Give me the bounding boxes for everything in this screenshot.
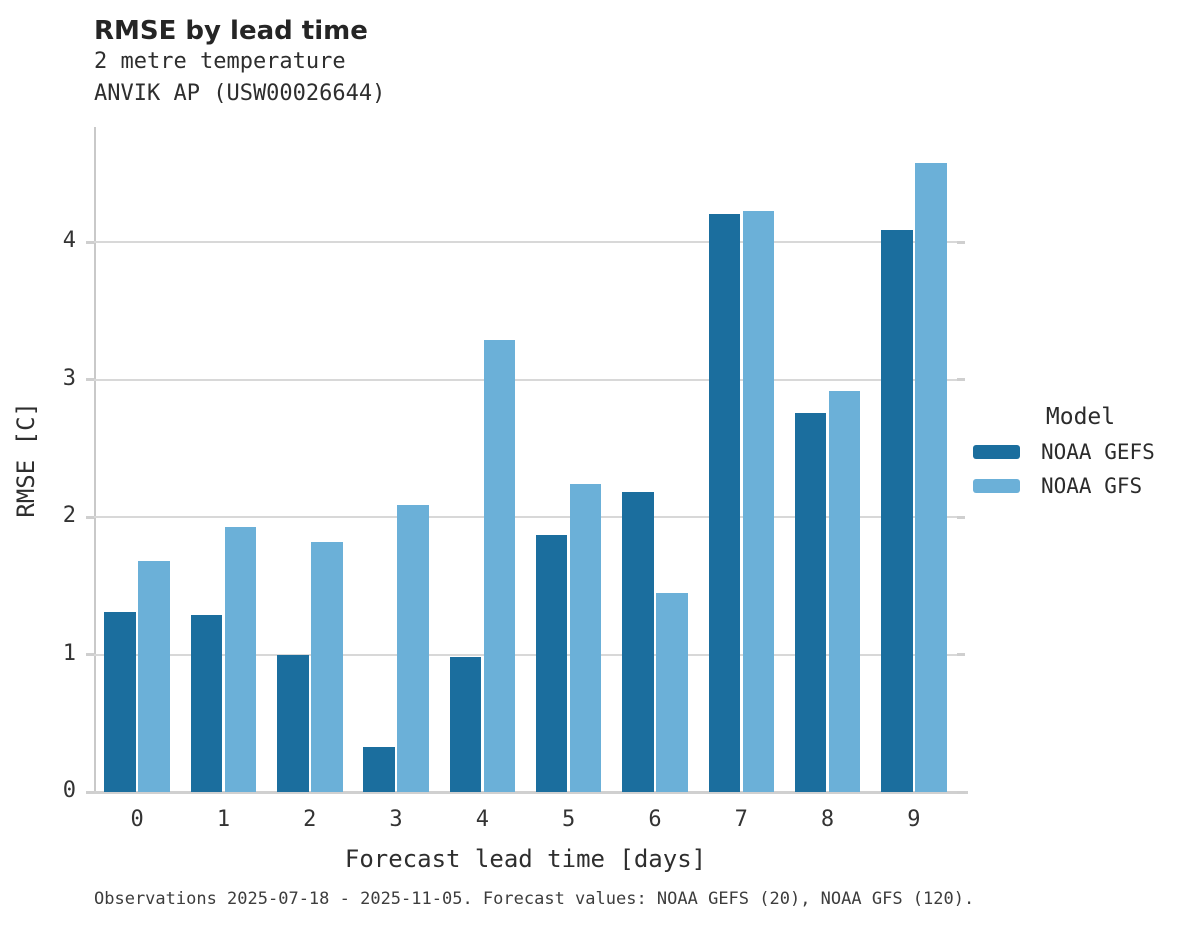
x-tick-label-5: 5 xyxy=(562,807,576,832)
y-tick-right-0 xyxy=(957,790,965,794)
bar-noaa-gefs-lead-7 xyxy=(708,213,740,792)
x-axis-line xyxy=(88,791,968,794)
bar-noaa-gfs-lead-9 xyxy=(915,162,947,792)
x-axis-title: Forecast lead time [days] xyxy=(344,845,707,873)
bar-noaa-gefs-lead-9 xyxy=(881,230,913,792)
gridline-y-1 xyxy=(94,653,957,656)
y-tick-left-0 xyxy=(86,790,94,794)
gridline-y-3 xyxy=(94,378,957,381)
y-tick-label-2: 2 xyxy=(62,503,76,529)
chart-subtitle-variable: 2 metre temperature xyxy=(94,49,346,74)
bar-noaa-gefs-lead-5 xyxy=(535,535,568,792)
plot-area: RMSE [C] Forecast lead time [days] 0 1 2 3 4… xyxy=(12,127,968,873)
y-axis-title: RMSE [C] xyxy=(12,401,40,518)
bar-noaa-gfs-lead-6 xyxy=(656,592,688,792)
bar-noaa-gefs-lead-2 xyxy=(277,654,309,792)
x-tick-label-8: 8 xyxy=(820,807,835,832)
gridline-y-2 xyxy=(94,516,957,519)
y-tick-left-3 xyxy=(86,378,94,382)
bar-noaa-gefs-lead-0 xyxy=(104,612,136,792)
bar-noaa-gfs-lead-7 xyxy=(742,210,774,792)
y-tick-label-0: 0 xyxy=(62,778,76,803)
x-tick-label-2: 2 xyxy=(303,807,317,832)
x-tick-label-4: 4 xyxy=(475,807,489,832)
legend: Model NOAA GEFS NOAA GFS xyxy=(973,404,1188,508)
bar-noaa-gfs-lead-0 xyxy=(138,561,170,792)
bar-noaa-gefs-lead-1 xyxy=(190,614,223,792)
x-tick-label-0: 0 xyxy=(130,807,144,832)
y-tick-right-2 xyxy=(957,515,965,519)
x-tick-label-3: 3 xyxy=(389,807,403,832)
chart-subtitle-station: ANVIK AP (USW00026644) xyxy=(94,81,386,106)
y-tick-label-3: 3 xyxy=(62,365,76,391)
legend-swatch-noaa-gefs xyxy=(973,445,1020,459)
caption-text: Observations 2025-07-18 - 2025-11-05. Fo… xyxy=(94,889,975,909)
legend-label-noaa-gefs: NOAA GEFS xyxy=(1041,440,1155,464)
y-tick-left-4 xyxy=(86,240,94,244)
chart-title: RMSE by lead time xyxy=(94,16,368,46)
legend-item-noaa-gefs: NOAA GEFS xyxy=(973,440,1188,464)
y-tick-left-2 xyxy=(86,515,94,519)
y-axis-title-wrap: RMSE [C] xyxy=(8,127,44,792)
bar-noaa-gefs-lead-8 xyxy=(794,412,827,792)
bar-noaa-gfs-lead-4 xyxy=(483,339,516,792)
bar-noaa-gefs-lead-6 xyxy=(622,492,654,792)
legend-swatch-noaa-gfs xyxy=(973,479,1020,493)
y-axis-line xyxy=(94,127,96,792)
y-tick-left-1 xyxy=(86,653,94,657)
bar-noaa-gefs-lead-3 xyxy=(363,746,395,792)
bar-noaa-gefs-lead-4 xyxy=(449,657,482,792)
y-tick-label-1: 1 xyxy=(62,640,76,666)
gridline-y-4 xyxy=(94,241,957,244)
x-tick-label-6: 6 xyxy=(648,807,662,832)
bar-noaa-gfs-lead-2 xyxy=(311,541,343,792)
bar-noaa-gfs-lead-5 xyxy=(569,484,602,792)
y-tick-right-4 xyxy=(957,240,965,244)
legend-item-noaa-gfs: NOAA GFS xyxy=(973,474,1188,498)
y-tick-right-3 xyxy=(957,378,965,382)
bar-noaa-gfs-lead-1 xyxy=(224,526,257,792)
x-tick-label-1: 1 xyxy=(216,807,231,832)
y-tick-right-1 xyxy=(957,653,965,657)
y-tick-label-4: 4 xyxy=(62,228,76,254)
bar-noaa-gfs-lead-8 xyxy=(828,390,861,792)
bar-noaa-gfs-lead-3 xyxy=(397,504,429,792)
legend-label-noaa-gfs: NOAA GFS xyxy=(1041,474,1143,498)
x-tick-label-7: 7 xyxy=(734,807,748,832)
x-tick-label-9: 9 xyxy=(907,807,921,832)
chart-header: RMSE by lead time 2 metre temperature AN… xyxy=(94,16,385,110)
legend-title: Model xyxy=(1045,404,1116,430)
